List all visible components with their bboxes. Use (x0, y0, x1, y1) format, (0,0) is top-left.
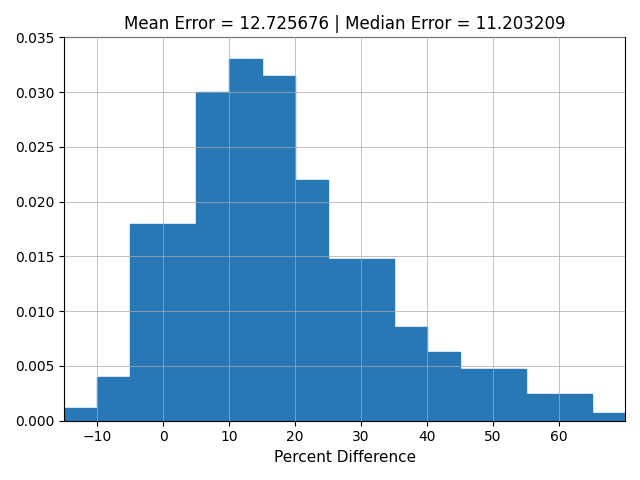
Bar (163, 224, 196, 421)
Bar (592, 413, 625, 421)
Title: Mean Error = 12.725676 | Median Error = 11.203209: Mean Error = 12.725676 | Median Error = … (124, 15, 565, 33)
Bar (196, 92, 229, 421)
Bar (559, 395, 592, 421)
Bar (97, 377, 130, 421)
Bar (526, 395, 559, 421)
Bar (130, 224, 163, 421)
Bar (64, 408, 97, 421)
Bar (394, 326, 427, 421)
X-axis label: Percent Difference: Percent Difference (273, 450, 415, 465)
Bar (229, 59, 262, 421)
Bar (262, 76, 295, 421)
Bar (328, 259, 361, 421)
Bar (295, 180, 328, 421)
Bar (427, 352, 460, 421)
Bar (460, 369, 493, 421)
Bar (361, 259, 394, 421)
Bar (493, 369, 526, 421)
